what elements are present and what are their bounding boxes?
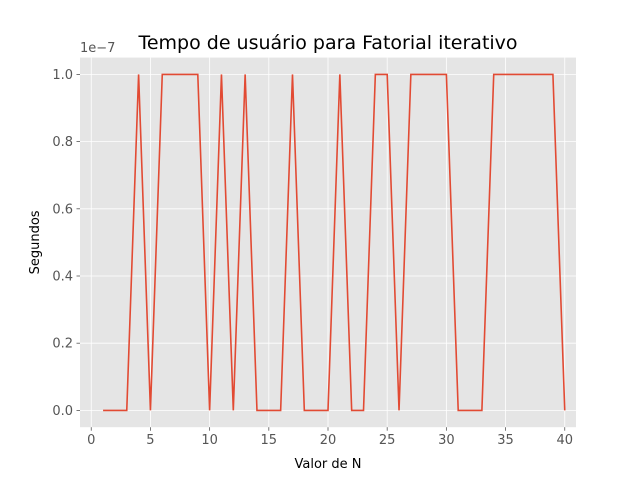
series-layer xyxy=(103,73,566,412)
x-axis-label: Valor de N xyxy=(295,457,362,472)
x-tick-label: 0 xyxy=(87,433,95,448)
axis-ticks: 0 5 10 15 20 25 30 35 40 0.0 0.2 0.4 0.6 0.8 1.0 xyxy=(52,68,573,448)
y-tick-label: 0.0 xyxy=(52,404,73,419)
series-line xyxy=(103,73,566,412)
y-axis-label: Segundos xyxy=(28,210,43,274)
y-tick-label: 1.0 xyxy=(52,68,73,83)
x-tick-label: 5 xyxy=(146,433,154,448)
y-tick-label: 0.6 xyxy=(52,202,73,217)
y-tick-label: 0.4 xyxy=(52,270,73,285)
x-tick-label: 25 xyxy=(379,433,396,448)
y-offset-label: 1e−7 xyxy=(80,41,115,56)
x-tick-label: 35 xyxy=(497,433,514,448)
x-tick-label: 30 xyxy=(438,433,455,448)
x-tick-label: 20 xyxy=(320,433,337,448)
chart-title: Tempo de usuário para Fatorial iterativo xyxy=(137,32,517,54)
grid xyxy=(80,57,576,428)
x-tick-label: 40 xyxy=(556,433,573,448)
x-tick-label: 10 xyxy=(201,433,218,448)
x-tick-label: 15 xyxy=(261,433,278,448)
y-tick-label: 0.8 xyxy=(52,135,73,150)
y-tick-label: 0.2 xyxy=(52,337,73,352)
